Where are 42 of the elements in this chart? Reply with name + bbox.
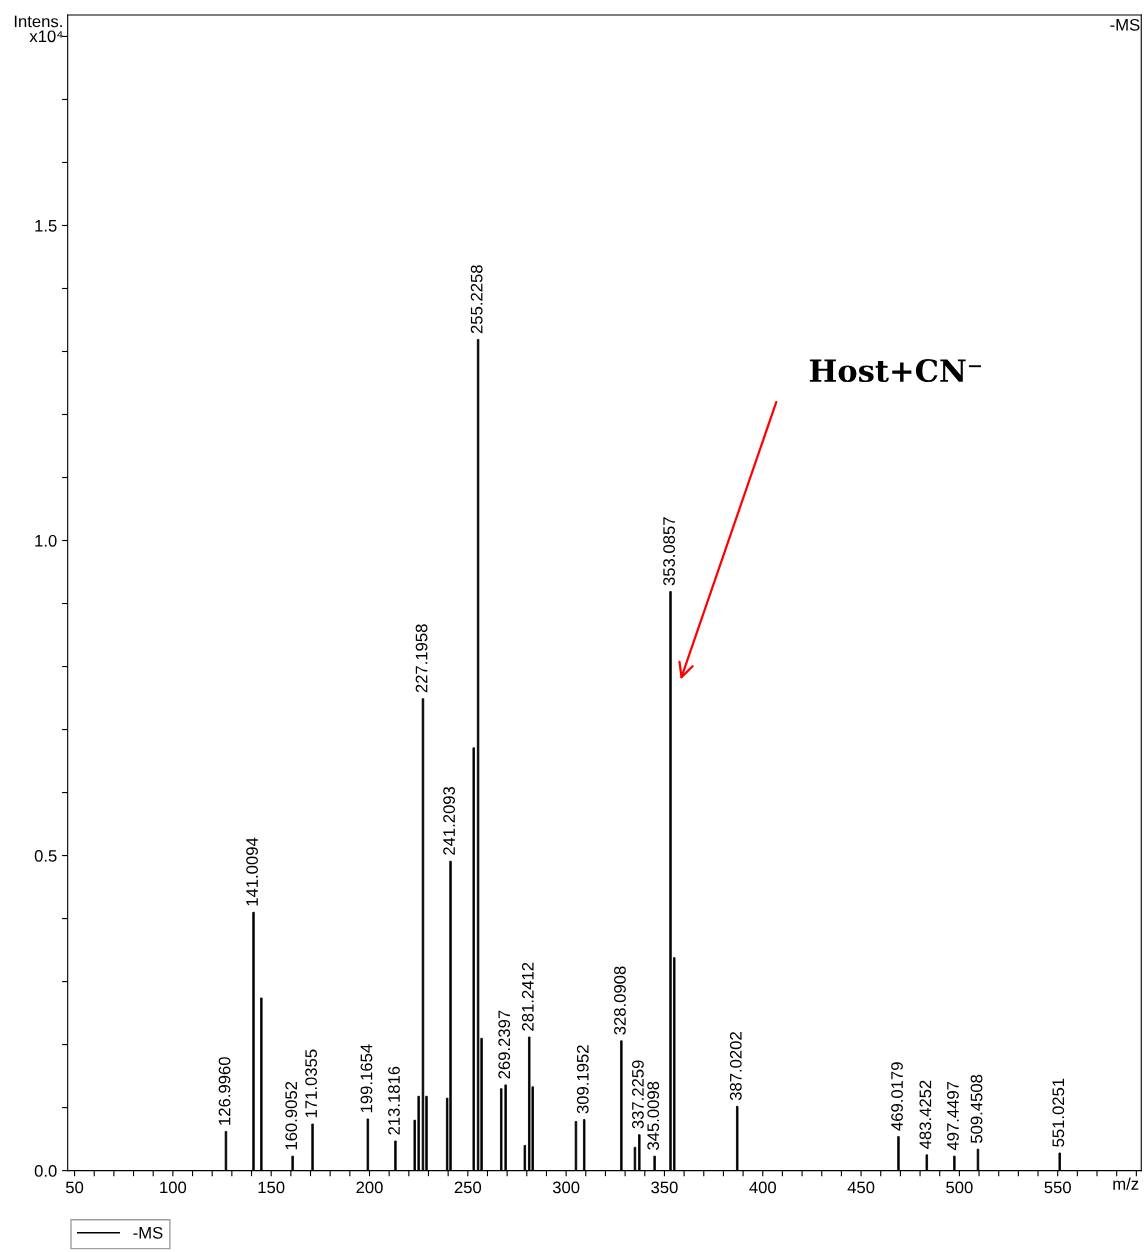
- annotation: 171.0355: [305, 1049, 318, 1118]
- y-tick-label: 1.5: [35, 220, 57, 232]
- y-tick-label: 0.5: [34, 849, 57, 862]
- annotation: 353.0857: [663, 517, 675, 586]
- y-axis-title: Intens. x10⁴: [14, 15, 63, 43]
- annotation: 199.1654: [360, 1044, 373, 1113]
- y-tick-label: 0.0: [34, 1165, 57, 1177]
- annotation: 497.4497: [947, 1081, 959, 1151]
- annotation: 255.2258: [470, 265, 483, 334]
- x-tick-label: 500: [946, 1181, 973, 1194]
- annotation: 281.2412: [521, 962, 534, 1031]
- annotation: 269.2397: [498, 1010, 511, 1079]
- x-tick-label: 150: [258, 1181, 285, 1194]
- y-tick-label: 1.0: [35, 534, 57, 547]
- annotation: 483.4252: [919, 1080, 932, 1149]
- x-axis-title: m/z: [1113, 1177, 1139, 1190]
- x-tick-label: 550: [1044, 1181, 1071, 1194]
- x-tick-label: 300: [552, 1181, 580, 1194]
- annotation: Host+CN⁻: [809, 359, 981, 383]
- legend-label: -MS: [133, 1226, 163, 1239]
- annotation: 213.1816: [388, 1066, 400, 1135]
- annotation: 141.0094: [246, 837, 258, 906]
- x-tick-label: 200: [356, 1181, 383, 1194]
- annotation: 387.0202: [729, 1032, 742, 1101]
- annotation: 551.0251: [1052, 1078, 1065, 1147]
- annotation: 328.0908: [614, 966, 626, 1035]
- annotation: -MS: [1110, 18, 1140, 31]
- annotation: 227.1958: [415, 624, 428, 693]
- x-tick-label: 400: [749, 1181, 777, 1194]
- x-tick-label: 350: [651, 1181, 678, 1194]
- x-tick-label: 50: [65, 1181, 84, 1194]
- annotation: 337.2259: [632, 1060, 644, 1129]
- x-tick-label: 250: [454, 1181, 482, 1194]
- annotation: 241.2093: [443, 786, 455, 855]
- annotation: 126.9960: [218, 1057, 231, 1125]
- annotation: 509.4508: [970, 1074, 983, 1143]
- x-tick-label: 100: [160, 1181, 187, 1194]
- annotation: 309.1952: [576, 1045, 589, 1114]
- x-tick-label: 450: [847, 1181, 875, 1194]
- annotation: 160.9052: [285, 1081, 298, 1150]
- annotation: 469.0179: [891, 1062, 903, 1131]
- annotation: 345.0098: [647, 1081, 660, 1150]
